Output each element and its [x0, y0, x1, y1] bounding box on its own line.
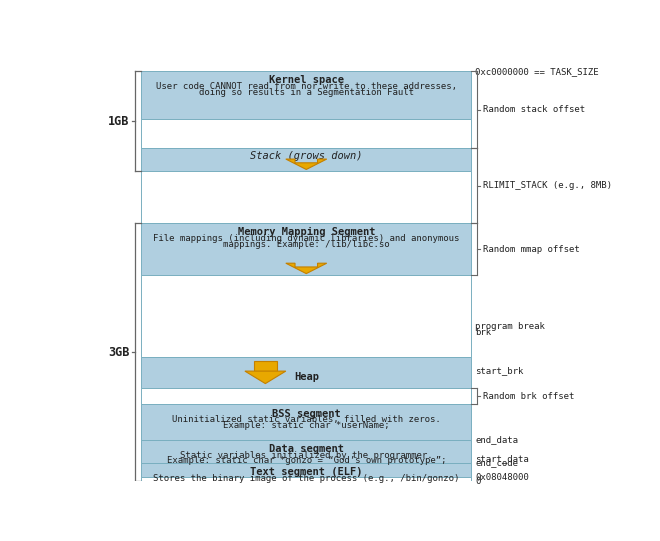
Text: Data segment: Data segment: [269, 444, 344, 454]
Text: BSS segment: BSS segment: [272, 408, 341, 419]
Polygon shape: [286, 263, 327, 274]
Bar: [141, 477, 471, 481]
Text: start_data: start_data: [475, 454, 529, 463]
Bar: [141, 275, 471, 357]
Bar: [141, 388, 471, 405]
Bar: [141, 119, 471, 148]
Text: Stack (grows down): Stack (grows down): [250, 151, 362, 161]
Bar: [141, 223, 471, 275]
Text: 0: 0: [475, 477, 480, 486]
Text: Random stack offset: Random stack offset: [483, 105, 585, 114]
Polygon shape: [254, 361, 277, 371]
Bar: [141, 357, 471, 388]
Bar: [141, 463, 471, 477]
Text: File mappings (including dynamic libraries) and anonymous: File mappings (including dynamic librari…: [153, 234, 459, 243]
Text: start_brk: start_brk: [475, 367, 523, 375]
Text: Example: static char *gonzo = “God’s own prototype”;: Example: static char *gonzo = “God’s own…: [166, 457, 446, 465]
Bar: [141, 171, 471, 223]
Text: 0x08048000: 0x08048000: [475, 473, 529, 482]
Bar: [141, 71, 471, 119]
Text: 3GB: 3GB: [108, 346, 129, 359]
Text: end_code: end_code: [475, 458, 518, 467]
Bar: [141, 440, 471, 463]
Text: doing so results in a Segmentation Fault: doing so results in a Segmentation Fault: [199, 88, 414, 97]
Text: User code CANNOT read from nor write to these addresses,: User code CANNOT read from nor write to …: [156, 82, 457, 91]
Text: brk: brk: [475, 328, 492, 337]
Text: Stores the binary image of the process (e.g., /bin/gonzo): Stores the binary image of the process (…: [153, 473, 459, 483]
Text: end_data: end_data: [475, 436, 518, 444]
Text: Uninitialized static variables, filled with zeros.: Uninitialized static variables, filled w…: [172, 415, 441, 424]
Polygon shape: [245, 371, 286, 384]
Text: RLIMIT_STACK (e.g., 8MB): RLIMIT_STACK (e.g., 8MB): [483, 181, 612, 190]
Bar: [141, 405, 471, 440]
Text: Example: static char *userName;: Example: static char *userName;: [223, 421, 389, 430]
Polygon shape: [286, 159, 327, 169]
Text: Kernel space: Kernel space: [269, 75, 344, 85]
Text: Memory Mapping Segment: Memory Mapping Segment: [238, 227, 375, 237]
Text: mappings. Example: /lib/libc.so: mappings. Example: /lib/libc.so: [223, 240, 389, 249]
Text: Random mmap offset: Random mmap offset: [483, 245, 579, 254]
Text: Random brk offset: Random brk offset: [483, 392, 574, 400]
Text: 0xc0000000 == TASK_SIZE: 0xc0000000 == TASK_SIZE: [475, 67, 599, 76]
Text: Heap: Heap: [294, 372, 319, 382]
Text: program break: program break: [475, 322, 545, 331]
Text: Static variables initialized by the programmer.: Static variables initialized by the prog…: [180, 451, 432, 460]
Text: Text segment (ELF): Text segment (ELF): [250, 467, 362, 477]
Text: 1GB: 1GB: [108, 115, 129, 128]
Bar: [141, 148, 471, 171]
